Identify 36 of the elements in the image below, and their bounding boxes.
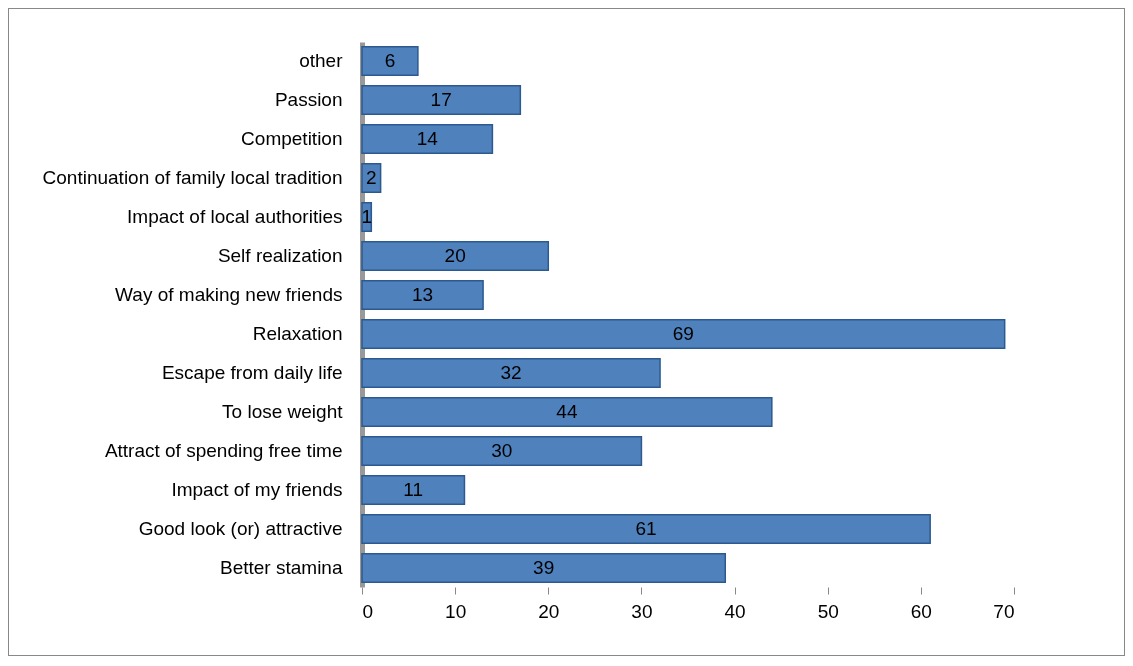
y-tick-label: Competition	[241, 127, 343, 149]
y-tick-label: Impact of local authorities	[127, 205, 343, 227]
data-label: 69	[672, 323, 694, 345]
x-tick-label: 30	[631, 600, 653, 622]
data-label: 1	[361, 205, 372, 227]
y-tick-label: other	[299, 49, 344, 71]
y-tick-label: Impact of my friends	[171, 479, 343, 501]
x-tick-label: 20	[538, 600, 560, 622]
data-label: 39	[533, 557, 555, 579]
data-label: 6	[384, 49, 396, 71]
y-tick-label: Good look (or) attractive	[138, 518, 343, 540]
x-tick-label: 60	[910, 600, 932, 622]
y-tick-label: To lose weight	[222, 401, 344, 423]
x-tick-label: 40	[724, 600, 746, 622]
x-tick-label: 70	[993, 600, 1015, 622]
data-label: 14	[416, 127, 439, 149]
data-label: 32	[500, 362, 522, 384]
y-tick-label: Escape from daily life	[161, 362, 343, 384]
x-tick-label: 10	[445, 600, 467, 622]
data-label: 44	[556, 401, 578, 423]
y-tick-label: Self realization	[217, 244, 343, 266]
y-tick-label: Continuation of family local tradition	[42, 166, 343, 188]
data-label: 20	[444, 244, 466, 266]
y-tick-label: Way of making new friends	[115, 283, 343, 305]
y-tick-label: Better stamina	[220, 557, 343, 579]
y-tick-label: Relaxation	[252, 323, 343, 345]
data-label: 2	[366, 166, 377, 188]
y-tick-label: Attract of spending free time	[104, 440, 343, 462]
y-tick-label: Passion	[274, 88, 343, 110]
data-label: 11	[403, 479, 424, 501]
data-label: 13	[411, 283, 434, 305]
x-tick-label: 0	[362, 600, 374, 622]
data-label: 17	[430, 88, 452, 110]
data-label: 61	[635, 518, 657, 540]
x-tick-label: 50	[817, 600, 839, 622]
data-label: 30	[491, 440, 513, 462]
